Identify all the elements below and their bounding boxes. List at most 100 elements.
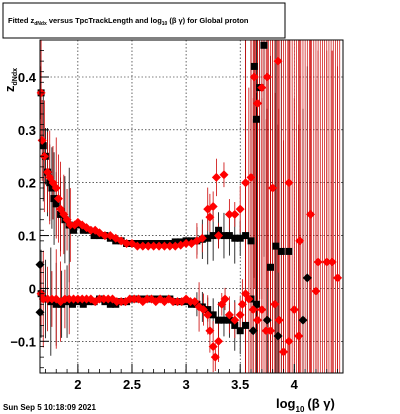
- data-point: [203, 310, 213, 320]
- x-tick-label: 2.5: [123, 377, 141, 392]
- data-point: [159, 241, 169, 251]
- x-axis-label-sub: 10: [296, 405, 305, 414]
- y-tick-label: 0: [29, 281, 36, 296]
- data-point: [220, 294, 230, 304]
- data-point: [311, 286, 321, 296]
- data-point: [242, 232, 250, 240]
- data-point: [220, 316, 228, 324]
- data-point: [225, 316, 233, 324]
- data-point: [220, 232, 228, 240]
- data-point: [198, 305, 208, 315]
- data-point: [39, 151, 49, 161]
- data-point: [149, 241, 159, 251]
- data-point: [79, 300, 87, 308]
- data-point: [230, 315, 240, 325]
- x-axis-label: log10 (β γ): [276, 396, 335, 414]
- data-point: [90, 232, 98, 240]
- x-axis-label-main: log: [276, 396, 296, 411]
- data-point: [204, 234, 212, 242]
- data-point: [53, 194, 63, 204]
- chart-title: Fitted zdNdx versus TpcTrackLength and l…: [8, 16, 249, 27]
- data-point: [262, 72, 272, 82]
- data-point: [215, 316, 223, 324]
- data-point: [224, 310, 234, 320]
- data-point: [52, 300, 60, 308]
- data-point: [253, 98, 263, 108]
- y-tick-label: −0.1: [10, 334, 36, 349]
- data-point: [298, 315, 308, 325]
- y-tick-label: 0.2: [18, 176, 36, 191]
- data-point: [100, 231, 110, 241]
- data-point: [138, 241, 148, 251]
- data-point: [333, 273, 343, 283]
- data-point: [242, 321, 250, 329]
- data-point: [294, 331, 304, 341]
- data-point: [273, 56, 283, 66]
- data-point: [248, 305, 258, 315]
- data-point: [260, 41, 268, 49]
- data-point: [250, 62, 258, 70]
- data-point: [193, 300, 201, 308]
- data-point: [132, 241, 142, 251]
- data-point: [154, 241, 164, 251]
- data-point: [210, 352, 220, 362]
- y-tick-label: 0.4: [18, 70, 37, 85]
- data-point: [285, 247, 293, 255]
- data-point: [209, 232, 217, 240]
- axes: 2 2.5 3 3.5 4 −0.1 0 0.1 0.2 0.3 0.4: [10, 50, 338, 392]
- data-point: [253, 315, 263, 325]
- data-point: [215, 226, 223, 234]
- data-point: [225, 232, 233, 240]
- title-middle-sub: 10: [162, 21, 168, 27]
- data-point: [265, 326, 275, 336]
- series-2: [36, 56, 343, 362]
- data-point: [252, 115, 260, 123]
- data-point: [302, 273, 312, 283]
- data-point: [241, 178, 251, 188]
- data-point: [231, 234, 239, 242]
- data-point: [230, 209, 240, 219]
- data-point: [289, 305, 299, 315]
- data-point: [205, 212, 215, 222]
- data-point: [247, 237, 255, 245]
- data-point: [313, 257, 323, 267]
- title-box: Fitted zdNdx versus TpcTrackLength and l…: [2, 2, 286, 39]
- x-tick-label: 3.5: [231, 377, 249, 392]
- data-point: [236, 327, 244, 335]
- data-point: [235, 310, 245, 320]
- data-point: [214, 336, 224, 346]
- data-point: [327, 257, 337, 267]
- data-point: [252, 300, 260, 308]
- data-point: [295, 236, 305, 246]
- data-point: [208, 342, 218, 352]
- data-point: [277, 247, 285, 255]
- data-point: [205, 326, 215, 336]
- y-axis-label-main: z: [2, 85, 17, 92]
- data-point: [211, 172, 221, 182]
- data-point: [268, 183, 278, 193]
- data-point: [306, 209, 316, 219]
- data-point: [284, 178, 294, 188]
- data-point: [224, 209, 234, 219]
- data-point: [190, 297, 200, 307]
- data-point: [236, 234, 244, 242]
- y-axis-label-sub: dNdx: [12, 68, 19, 86]
- data-point: [246, 172, 256, 182]
- data-point: [70, 226, 78, 234]
- data-point: [257, 305, 267, 315]
- data-point: [52, 200, 60, 208]
- data-point: [262, 315, 272, 325]
- data-point: [235, 204, 245, 214]
- title-prefix-sub: dNdx: [34, 21, 47, 27]
- data-point: [51, 183, 61, 193]
- data-point: [181, 239, 191, 248]
- data-point: [85, 298, 93, 306]
- title-middle: versus TpcTrackLength and log: [47, 16, 162, 25]
- title-suffix: (β γ) for Global proton: [169, 16, 249, 25]
- data-point: [274, 315, 284, 325]
- data-point: [273, 331, 283, 341]
- data-point: [257, 83, 267, 93]
- data-point: [284, 336, 294, 346]
- data-point: [63, 298, 71, 306]
